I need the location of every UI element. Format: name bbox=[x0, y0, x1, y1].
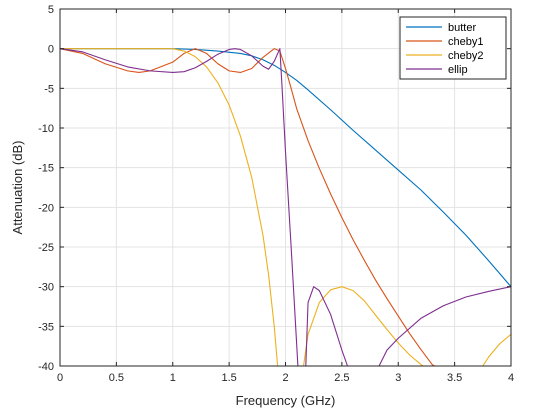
x-tick-label: 4 bbox=[508, 372, 514, 384]
x-tick-label: 2.5 bbox=[334, 372, 349, 384]
y-tick-label: -20 bbox=[38, 202, 54, 214]
legend-label-ellip: ellip bbox=[448, 64, 468, 76]
y-tick-label: -25 bbox=[38, 242, 54, 254]
x-tick-label: 0.5 bbox=[109, 372, 124, 384]
y-tick-label: -35 bbox=[38, 321, 54, 333]
y-tick-label: -15 bbox=[38, 163, 54, 175]
legend-label-butter: butter bbox=[448, 22, 476, 34]
ticks: 0 0.5 1 1.5 2 2.5 3 3.5 4 5 0 -5 -10 -15 -20 -25 -30 -35 -… bbox=[38, 4, 514, 384]
legend-label-cheby1: cheby1 bbox=[448, 36, 483, 48]
legend-label-cheby2: cheby2 bbox=[448, 50, 483, 62]
x-tick-label: 1.5 bbox=[221, 372, 236, 384]
x-axis-label: Frequency (GHz) bbox=[236, 393, 336, 408]
x-tick-label: 3.5 bbox=[447, 372, 462, 384]
x-tick-label: 0 bbox=[57, 372, 63, 384]
y-tick-label: -30 bbox=[38, 282, 54, 294]
y-axis-label: Attenuation (dB) bbox=[10, 141, 25, 235]
series-layer bbox=[59, 48, 512, 367]
x-tick-label: 2 bbox=[282, 372, 288, 384]
series-line-ellip bbox=[59, 48, 512, 367]
series-line-cheby2 bbox=[59, 48, 512, 367]
x-tick-label: 3 bbox=[395, 372, 401, 384]
y-tick-label: 0 bbox=[48, 44, 54, 56]
y-tick-label: 5 bbox=[48, 4, 54, 16]
series-line-butter bbox=[59, 48, 512, 288]
legend: butter cheby1 cheby2 ellip bbox=[399, 16, 507, 80]
y-tick-label: -5 bbox=[44, 83, 54, 95]
x-tick-label: 1 bbox=[170, 372, 176, 384]
y-tick-label: -40 bbox=[38, 361, 54, 373]
y-tick-label: -10 bbox=[38, 123, 54, 135]
